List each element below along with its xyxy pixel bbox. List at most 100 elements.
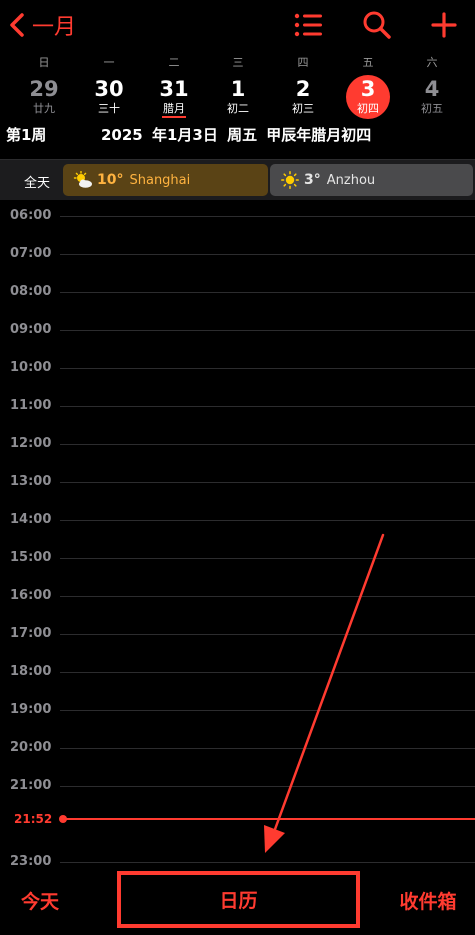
hour-label: 23:00 [10, 854, 52, 869]
hour-label: 11:00 [10, 398, 52, 413]
event-temperature: 10° [97, 172, 124, 188]
day-cell[interactable]: 4 初五 [402, 76, 462, 120]
hour-label: 10:00 [10, 360, 52, 375]
hour-line [60, 786, 475, 787]
chevron-left-icon [10, 13, 24, 37]
calendar-tab[interactable]: 日历 [117, 871, 360, 928]
hour-row: 23:00 [0, 852, 475, 872]
weather-event-anzhou[interactable]: 3° Anzhou [270, 164, 473, 196]
day-number: 29 [29, 77, 59, 101]
hour-row: 06:00 [0, 206, 475, 226]
lunar-date: 初二 [227, 102, 249, 115]
day-timeline[interactable]: 06:00 07:00 08:00 09:00 10:00 11:00 12:0… [0, 200, 475, 869]
weather-event-shanghai[interactable]: 10° Shanghai [63, 164, 268, 196]
hour-line [60, 444, 475, 445]
list-icon [294, 13, 322, 37]
weekday-label: 四 [297, 56, 309, 69]
hour-line [60, 406, 475, 407]
hour-line [60, 634, 475, 635]
hour-label: 09:00 [10, 322, 52, 337]
hour-row: 12:00 [0, 434, 475, 454]
hour-line [60, 748, 475, 749]
day-cell-today[interactable]: 3 初四 [338, 75, 398, 120]
lunar-date: 三十 [98, 102, 120, 115]
weekday-label: 五 [362, 56, 374, 69]
hour-row: 14:00 [0, 510, 475, 530]
add-event-button[interactable] [428, 10, 460, 40]
hour-line [60, 368, 475, 369]
hour-line [60, 520, 475, 521]
hour-row: 21:00 [0, 776, 475, 796]
hour-label: 14:00 [10, 512, 52, 527]
day-number: 30 [94, 77, 124, 101]
event-city: Shanghai [129, 172, 191, 188]
hour-row: 18:00 [0, 662, 475, 682]
hour-label: 20:00 [10, 740, 52, 755]
today-highlight [346, 75, 390, 119]
event-city: Anzhou [326, 172, 376, 188]
hour-row: 08:00 [0, 282, 475, 302]
hour-label: 15:00 [10, 550, 52, 565]
hour-row: 07:00 [0, 244, 475, 264]
hour-row: 17:00 [0, 624, 475, 644]
day-number: 1 [230, 77, 246, 101]
hour-row: 19:00 [0, 700, 475, 720]
hour-label: 17:00 [10, 626, 52, 641]
hour-line [60, 862, 475, 863]
sun-icon [281, 171, 299, 189]
week-day-strip: 29 廿九 30 三十 31 腊月 1 初二 2 初三 3 初四 4 初五 [0, 75, 475, 120]
weekday-label: 六 [426, 56, 438, 69]
current-time-label: 21:52 [14, 812, 53, 826]
partly-cloudy-icon [73, 171, 92, 188]
day-cell[interactable]: 29 廿九 [14, 76, 74, 120]
hour-label: 13:00 [10, 474, 52, 489]
hour-label: 06:00 [10, 208, 52, 223]
month-start-underline [162, 116, 186, 118]
lunar-date: 初四 [357, 102, 379, 115]
day-cell[interactable]: 30 三十 [79, 76, 139, 120]
hour-line [60, 482, 475, 483]
all-day-label: 全天 [24, 176, 51, 191]
lunar-date: 初五 [421, 102, 443, 115]
list-button[interactable] [292, 10, 324, 40]
hour-line [60, 330, 475, 331]
weekday-label: 日 [38, 56, 50, 69]
tab-bar: 今天 日历 收件箱 [0, 866, 475, 935]
weekday-label: 二 [168, 56, 180, 69]
hour-line [60, 710, 475, 711]
hour-row: 20:00 [0, 738, 475, 758]
inbox-tab[interactable]: 收件箱 [399, 891, 457, 913]
day-number: 4 [424, 77, 440, 101]
day-cell[interactable]: 1 初二 [208, 76, 268, 120]
hour-line [60, 558, 475, 559]
hour-row: 09:00 [0, 320, 475, 340]
week-number: 第1周 [6, 126, 47, 144]
hour-line [60, 292, 475, 293]
day-number: 3 [360, 77, 376, 101]
day-number: 2 [295, 77, 311, 101]
lunar-date: 初三 [292, 102, 314, 115]
weekday-header: 日 一 二 三 四 五 六 [0, 54, 475, 70]
day-cell[interactable]: 2 初三 [273, 76, 333, 120]
today-tab[interactable]: 今天 [20, 891, 59, 913]
hour-label: 07:00 [10, 246, 52, 261]
plus-icon [431, 12, 457, 38]
back-label: 一月 [32, 15, 77, 40]
divider [0, 159, 475, 160]
hour-label: 19:00 [10, 702, 52, 717]
lunar-date: 腊月 [163, 102, 185, 115]
search-icon [363, 11, 391, 39]
hour-label: 21:00 [10, 778, 52, 793]
hour-label: 16:00 [10, 588, 52, 603]
hour-row: 15:00 [0, 548, 475, 568]
hour-line [60, 672, 475, 673]
weekday-label: 一 [103, 56, 115, 69]
hour-row: 13:00 [0, 472, 475, 492]
search-button[interactable] [361, 10, 393, 40]
back-button[interactable]: 一月 [8, 10, 76, 40]
hour-label: 18:00 [10, 664, 52, 679]
hour-line [60, 596, 475, 597]
hour-label: 08:00 [10, 284, 52, 299]
all-day-row: 全天 10° Shanghai 3° Anzhou [0, 160, 475, 200]
day-cell[interactable]: 31 腊月 [144, 76, 204, 120]
